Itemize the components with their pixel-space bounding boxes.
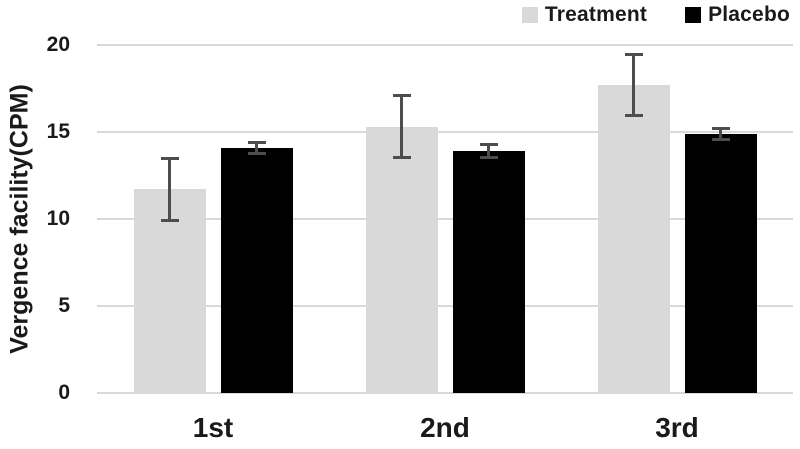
x-tick-label-3rd: 3rd [655, 412, 699, 443]
y-tick-label-5: 5 [58, 294, 70, 317]
error-bar-treatment-2nd [400, 95, 403, 159]
bar-placebo-1st [220, 147, 293, 393]
error-bar-cap-top [247, 140, 266, 144]
error-bar-cap-top [160, 157, 179, 161]
gridline-0 [97, 392, 793, 394]
error-bar-cap-bottom [392, 156, 411, 160]
chart-legend: Treatment Placebo [521, 3, 790, 27]
x-tick-label-1st: 1st [192, 412, 234, 443]
error-bar-treatment-1st [168, 158, 171, 221]
bar-treatment-1st [133, 189, 206, 393]
error-bar-cap-bottom [160, 218, 179, 222]
error-bar-cap-bottom [247, 151, 266, 155]
y-tick-label-20: 20 [46, 33, 70, 56]
error-bar-cap-top [711, 126, 730, 130]
bar-placebo-2nd [452, 151, 525, 393]
gridline-20 [97, 44, 793, 46]
error-bar-cap-bottom [624, 114, 643, 118]
error-bar-placebo-1st [255, 141, 258, 154]
x-tick-label-2nd: 2nd [420, 412, 470, 443]
error-bar-cap-top [479, 143, 498, 147]
error-bar-cap-bottom [479, 156, 498, 160]
error-bar-placebo-2nd [487, 144, 490, 159]
gridline-15 [97, 131, 793, 133]
placebo-swatch-icon [685, 7, 702, 23]
y-tick-label-15: 15 [46, 120, 70, 143]
legend-item-placebo: Placebo [685, 3, 790, 27]
legend-item-treatment: Treatment [521, 3, 648, 27]
treatment-swatch-icon [521, 7, 538, 23]
error-bar-cap-top [624, 52, 643, 56]
error-bar-cap-bottom [711, 137, 730, 141]
y-tick-label-0: 0 [58, 381, 70, 404]
legend-label-placebo: Placebo [708, 3, 790, 26]
gridline-5 [97, 305, 793, 307]
gridline-10 [97, 218, 793, 220]
bar-treatment-2nd [365, 126, 438, 393]
bar-placebo-3rd [684, 133, 757, 393]
error-bar-placebo-3rd [719, 127, 722, 140]
error-bar-cap-top [392, 94, 411, 98]
legend-label-treatment: Treatment [544, 3, 648, 26]
error-bar-treatment-3rd [632, 53, 635, 117]
bar-treatment-3rd [597, 85, 670, 393]
y-tick-label-10: 10 [46, 207, 70, 230]
